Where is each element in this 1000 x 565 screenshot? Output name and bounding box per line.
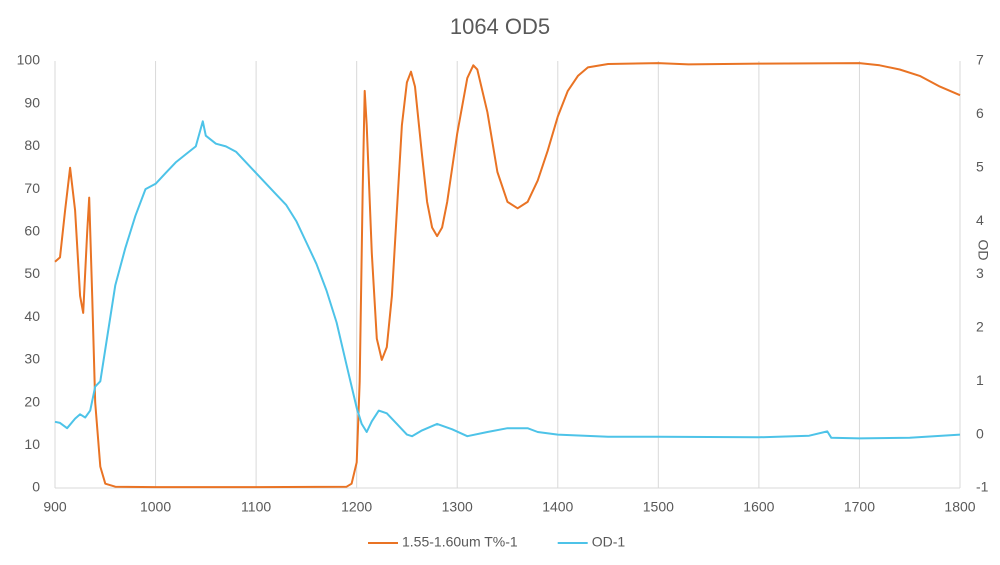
y2-tick-label: 6 [976, 105, 984, 121]
y2-tick-label: 3 [976, 265, 984, 281]
y-tick-label: 20 [24, 393, 40, 409]
series-line [54, 62, 961, 489]
y-tick-label: 90 [24, 94, 40, 110]
y-tick-label: 0 [32, 479, 40, 495]
y2-tick-label: -1 [976, 479, 989, 495]
y-tick-label: 60 [24, 223, 40, 239]
x-tick-label: 1400 [542, 499, 573, 515]
legend-label: 1.55-1.60um T%-1 [402, 534, 518, 550]
y2-tick-label: 5 [976, 158, 984, 174]
series-line [54, 120, 961, 440]
y2-tick-label: 0 [976, 425, 984, 441]
chart-title: 1064 OD5 [450, 14, 550, 39]
y-tick-label: 100 [17, 52, 41, 68]
x-tick-label: 1800 [944, 499, 975, 515]
x-tick-label: 1500 [643, 499, 674, 515]
x-tick-label: 1700 [844, 499, 875, 515]
x-tick-label: 1000 [140, 499, 171, 515]
y-tick-label: 40 [24, 308, 40, 324]
x-tick-label: 900 [43, 499, 67, 515]
x-tick-label: 1600 [743, 499, 774, 515]
y-tick-label: 80 [24, 137, 40, 153]
y-tick-label: 30 [24, 351, 40, 367]
y2-axis-label: OD [975, 240, 991, 261]
y-tick-label: 50 [24, 265, 40, 281]
y2-tick-label: 1 [976, 372, 984, 388]
y2-tick-label: 4 [976, 212, 984, 228]
y-tick-label: 70 [24, 180, 40, 196]
x-tick-label: 1100 [241, 499, 271, 515]
y-tick-label: 10 [24, 436, 40, 452]
x-tick-label: 1300 [442, 499, 473, 515]
x-tick-label: 1200 [341, 499, 372, 515]
y2-tick-label: 2 [976, 319, 984, 335]
legend-label: OD-1 [592, 534, 626, 550]
y2-tick-label: 7 [976, 52, 984, 68]
